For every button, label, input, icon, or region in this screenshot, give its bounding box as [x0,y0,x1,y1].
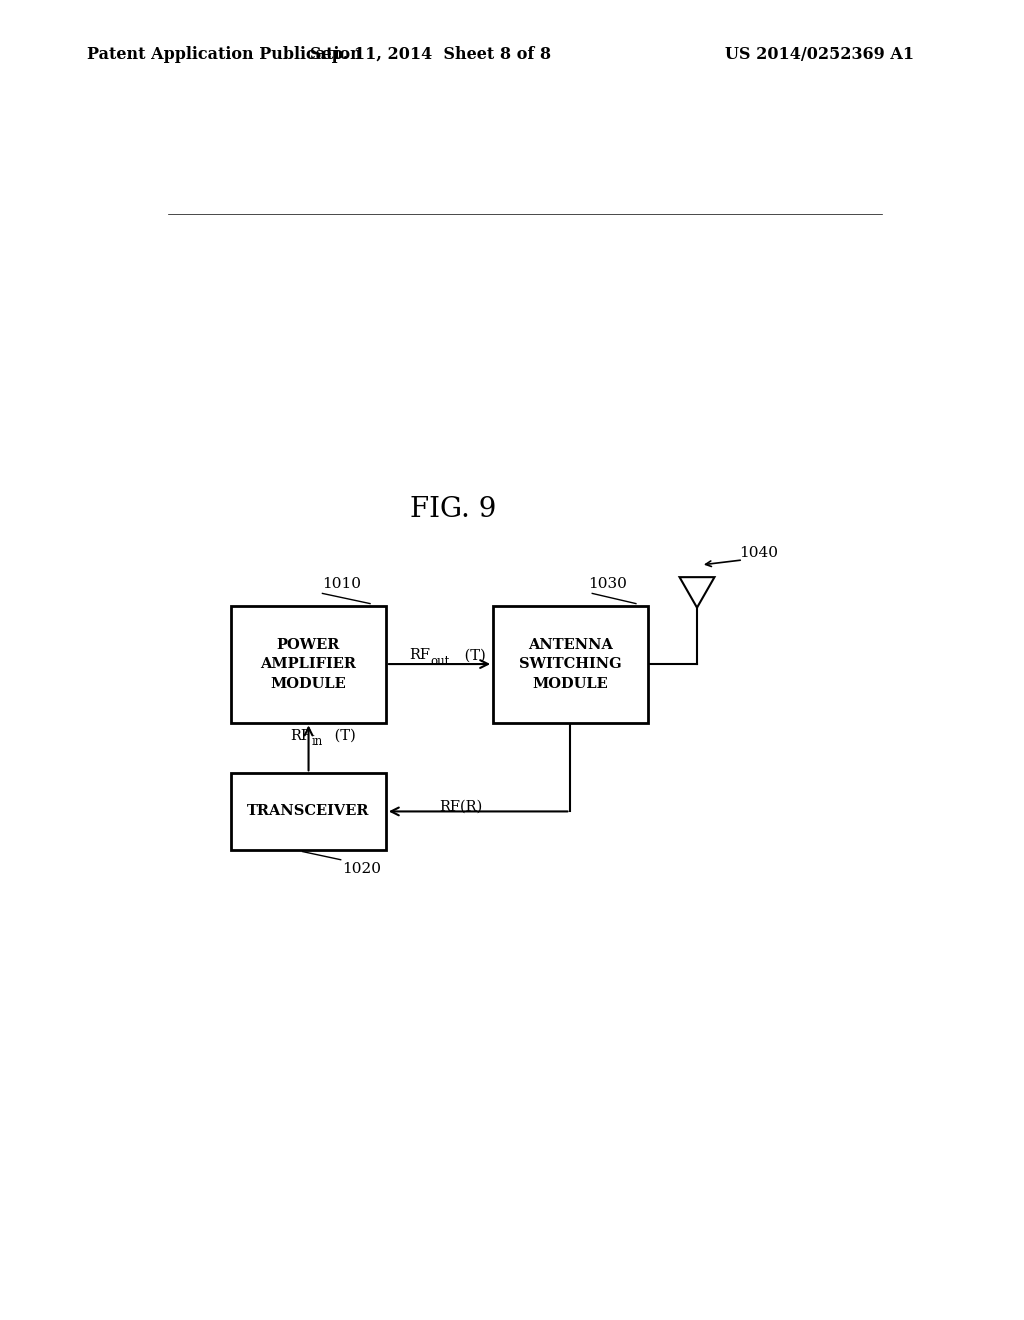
Polygon shape [680,577,715,607]
Text: Patent Application Publication: Patent Application Publication [87,46,361,63]
Text: RF: RF [291,729,311,743]
Text: ANTENNA
SWITCHING
MODULE: ANTENNA SWITCHING MODULE [519,638,622,690]
Text: US 2014/0252369 A1: US 2014/0252369 A1 [725,46,913,63]
Text: TRANSCEIVER: TRANSCEIVER [247,804,370,818]
Text: FIG. 9: FIG. 9 [411,495,497,523]
Bar [231,774,386,850]
Bar [231,606,386,722]
Text: (T): (T) [331,729,356,743]
Text: RF(R): RF(R) [439,800,483,814]
Text: 1010: 1010 [323,577,361,591]
Text: Sep. 11, 2014  Sheet 8 of 8: Sep. 11, 2014 Sheet 8 of 8 [309,46,551,63]
Text: POWER
AMPLIFIER
MODULE: POWER AMPLIFIER MODULE [260,638,356,690]
Text: in: in [311,735,323,748]
Text: RF: RF [410,648,431,663]
Bar [494,606,648,722]
Text: out: out [430,655,450,668]
Text: 1040: 1040 [739,546,778,560]
Text: 1030: 1030 [588,577,627,591]
Text: 1020: 1020 [342,862,381,875]
Text: (T): (T) [460,648,485,663]
